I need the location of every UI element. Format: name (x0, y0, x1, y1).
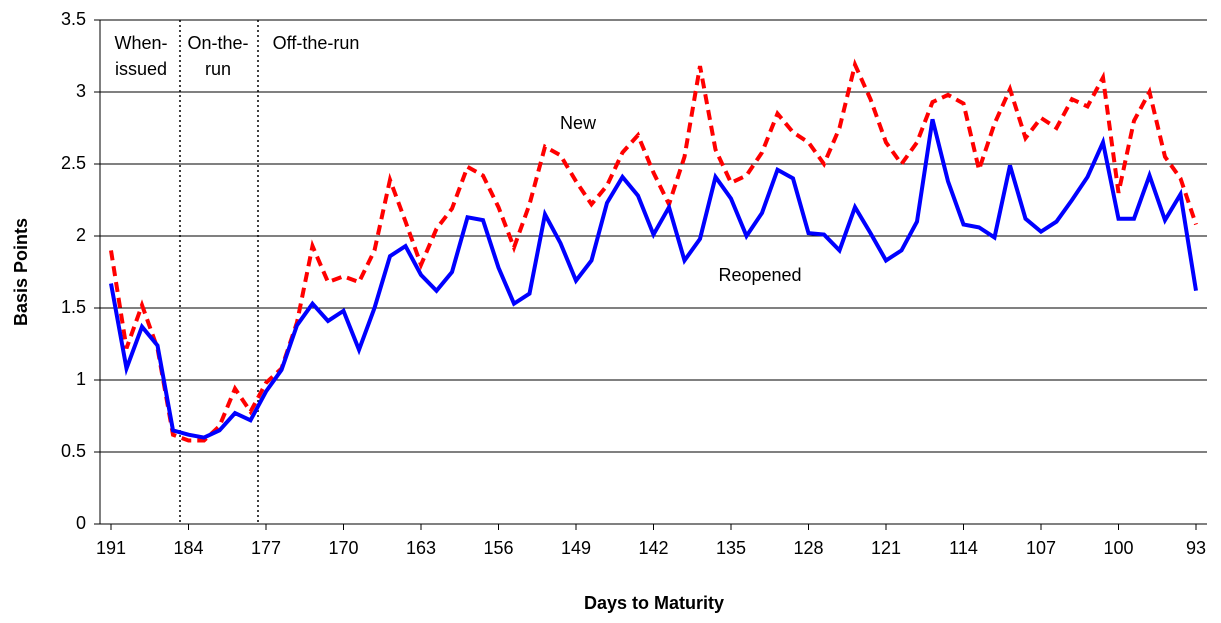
x-axis-title: Days to Maturity (584, 593, 724, 613)
x-tick-label: 93 (1186, 538, 1206, 558)
x-tick-label: 149 (561, 538, 591, 558)
y-tick-label: 2 (76, 225, 86, 245)
x-tick-label: 156 (483, 538, 513, 558)
y-tick-label: 1 (76, 369, 86, 389)
y-tick-label: 3.5 (61, 9, 86, 29)
period-label: Off-the-run (273, 33, 360, 53)
y-tick-label: 2.5 (61, 153, 86, 173)
series-line (109, 118, 1198, 440)
y-tick-label: 0 (76, 513, 86, 533)
series-label: Reopened (718, 265, 801, 285)
y-tick-label: 1.5 (61, 297, 86, 317)
series-label: New (560, 113, 597, 133)
x-tick-label: 128 (793, 538, 823, 558)
x-tick-label: 142 (638, 538, 668, 558)
x-tick-label: 100 (1103, 538, 1133, 558)
y-tick-label: 3 (76, 81, 86, 101)
x-tick-label: 170 (328, 538, 358, 558)
period-label: When- (114, 33, 167, 53)
y-axis-title: Basis Points (11, 218, 31, 326)
x-tick-label: 191 (96, 538, 126, 558)
x-tick-label: 163 (406, 538, 436, 558)
x-tick-label: 177 (251, 538, 281, 558)
x-tick-label: 107 (1026, 538, 1056, 558)
period-label: On-the- (187, 33, 248, 53)
y-tick-label: 0.5 (61, 441, 86, 461)
x-tick-label: 114 (949, 538, 978, 558)
period-label: issued (115, 59, 167, 79)
x-tick-label: 121 (871, 538, 901, 558)
period-label: run (205, 59, 231, 79)
x-tick-label: 184 (173, 538, 203, 558)
x-tick-label: 135 (716, 538, 746, 558)
